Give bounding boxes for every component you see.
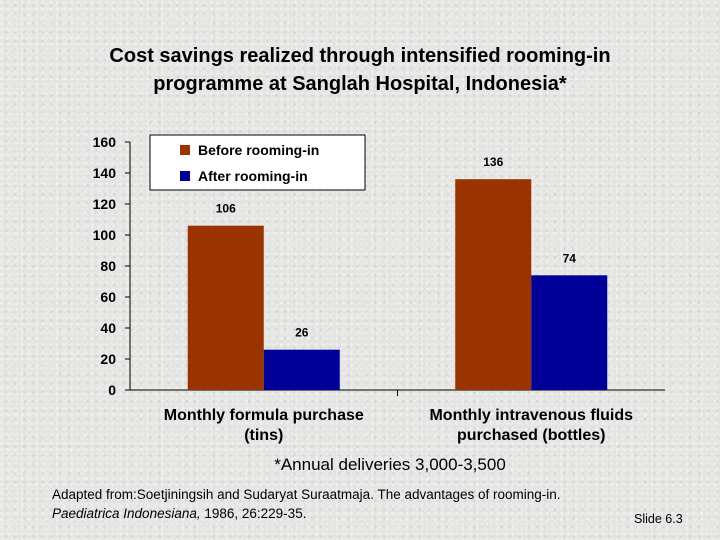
legend-label: Before rooming-in xyxy=(198,142,319,158)
legend-swatch xyxy=(180,171,190,181)
x-tick-label: purchased (bottles) xyxy=(457,427,605,444)
y-tick-label: 60 xyxy=(100,289,116,305)
data-label: 106 xyxy=(216,202,236,216)
x-tick-label: (tins) xyxy=(244,427,283,444)
x-tick-label: Monthly formula purchase xyxy=(164,407,364,424)
legend-swatch xyxy=(180,145,190,155)
y-tick-label: 0 xyxy=(108,382,116,398)
bar-before xyxy=(455,179,532,390)
source-journal: Paediatrica Indonesiana, xyxy=(52,506,201,521)
y-tick-label: 140 xyxy=(93,165,117,181)
bar-after xyxy=(531,275,608,390)
bar-chart: 0 20 40 60 80 100 120 140 160 106 26 Monthly formul… xyxy=(93,134,665,444)
plot-area: 0 20 40 60 80 100 120 140 160 106 26 Monthly formul… xyxy=(93,134,665,444)
source-citation: Adapted from:Soetjiningsih and Sudaryat … xyxy=(52,485,561,523)
x-tick-label: Monthly intravenous fluids xyxy=(429,407,633,424)
y-tick-label: 160 xyxy=(93,134,117,150)
source-line: Adapted from:Soetjiningsih and Sudaryat … xyxy=(52,487,561,502)
data-label: 26 xyxy=(295,326,309,340)
y-tick-label: 80 xyxy=(100,258,116,274)
slide-title: Cost savings realized through intensifie… xyxy=(40,42,680,98)
y-tick-label: 120 xyxy=(93,196,117,212)
data-label: 74 xyxy=(563,251,577,265)
y-tick-label: 20 xyxy=(100,351,116,367)
source-details: 1986, 26:229-35. xyxy=(200,506,307,521)
footnote: *Annual deliveries 3,000-3,500 xyxy=(274,455,506,474)
bar-before xyxy=(187,225,264,390)
legend-label: After rooming-in xyxy=(198,168,308,184)
source-line-2: Paediatrica Indonesiana, 1986, 26:229-35… xyxy=(52,504,561,523)
title-line-2: programme at Sanglah Hospital, Indonesia… xyxy=(153,73,567,95)
data-label: 136 xyxy=(483,155,503,169)
y-tick-label: 40 xyxy=(100,320,116,336)
y-tick-label: 100 xyxy=(93,227,117,243)
title-line-1: Cost savings realized through intensifie… xyxy=(109,45,611,67)
slide-number: Slide 6.3 xyxy=(634,512,683,526)
bar-after xyxy=(263,349,340,390)
